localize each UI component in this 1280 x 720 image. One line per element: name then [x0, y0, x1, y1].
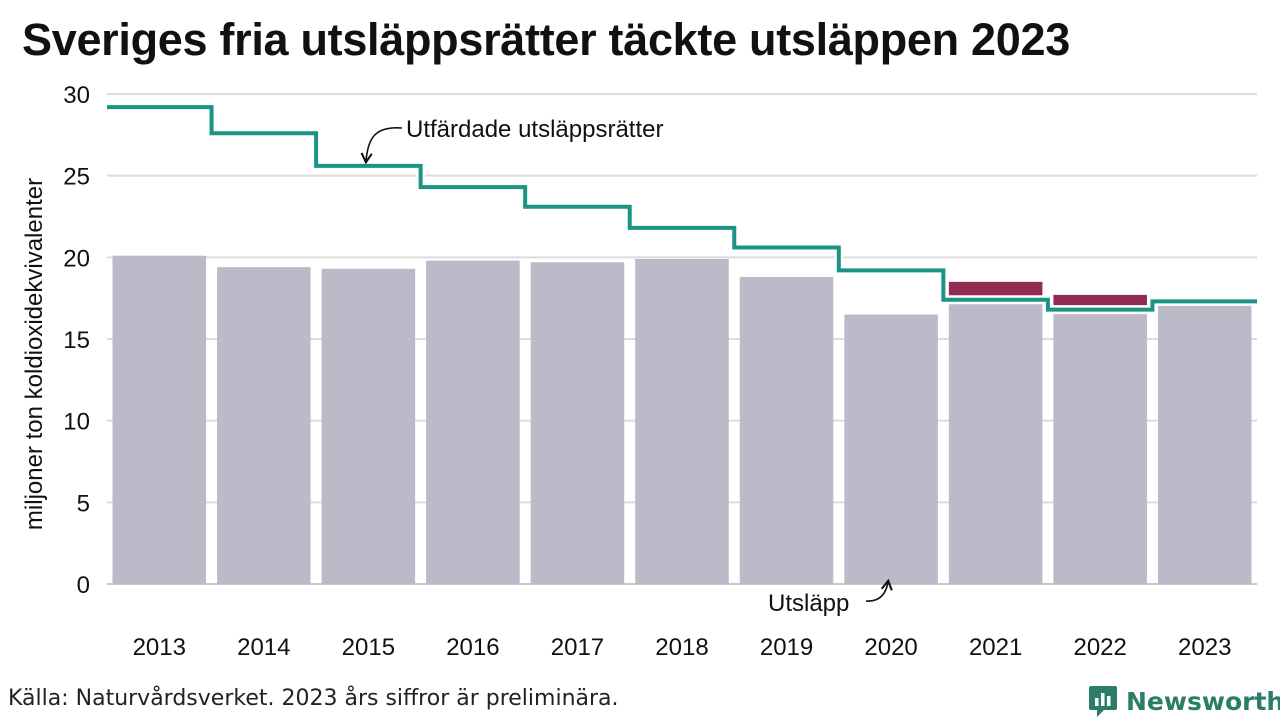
x-tick-label: 2020 [864, 634, 917, 661]
allowance-line [107, 102, 1257, 315]
bar-emissions-2023 [1157, 301, 1252, 584]
brand-name: Newsworthy [1126, 686, 1280, 716]
x-tick-label: 2022 [1073, 634, 1126, 661]
bar-emissions-2022 [1053, 309, 1147, 584]
y-tick-label: 30 [63, 82, 90, 109]
bar-emissions-2013 [112, 255, 207, 584]
x-tick-label: 2023 [1178, 634, 1231, 661]
y-tick-label: 25 [63, 164, 90, 191]
chart-title: Sveriges fria utsläppsrätter täckte utsl… [22, 14, 1070, 65]
x-tick-label: 2019 [760, 634, 813, 661]
y-axis-label: miljoner ton koldioxidekvivalenter [21, 178, 48, 530]
y-tick-label: 10 [63, 409, 90, 436]
x-tick-label: 2015 [342, 634, 395, 661]
y-tick-label: 5 [77, 490, 90, 517]
bar-emissions-2014 [217, 267, 311, 584]
y-tick-label: 15 [63, 327, 90, 354]
allowance-step-line [107, 105, 1257, 312]
y-axis-ticks: 0 5 10 15 20 25 30 [63, 82, 90, 599]
emissions-label-arrow [865, 578, 893, 602]
x-tick-label: 2013 [133, 634, 186, 661]
bar-emissions-2016 [426, 260, 520, 584]
y-tick-label: 20 [63, 245, 90, 272]
allowance-label-arrow [360, 127, 403, 165]
bar-emissions-2015 [321, 268, 416, 584]
allowance-series-label: Utfärdade utsläppsrätter [406, 116, 663, 143]
emissions-series-label: Utsläpp [768, 590, 849, 617]
y-tick-label: 0 [77, 572, 90, 599]
bar-emissions-2020 [844, 314, 938, 584]
bar-emissions-2021 [948, 299, 1043, 584]
bar-emissions-2019 [739, 276, 834, 584]
x-tick-label: 2021 [969, 634, 1022, 661]
x-tick-label: 2018 [655, 634, 708, 661]
x-tick-label: 2014 [237, 634, 290, 661]
emission-bars [112, 255, 1252, 584]
newsworthy-logo-icon [1089, 686, 1117, 717]
x-tick-label: 2017 [551, 634, 604, 661]
x-tick-label: 2016 [446, 634, 499, 661]
brand-logo-group: Newsworthy [1088, 684, 1280, 718]
x-axis-ticks: 2013 2014 2015 2016 2017 2018 2019 2020 2021 2022… [133, 634, 1232, 661]
source-note: Källa: Naturvårdsverket. 2023 års siffro… [8, 686, 619, 711]
bar-emissions-2017 [530, 262, 625, 584]
bar-emissions-2018 [635, 258, 729, 584]
